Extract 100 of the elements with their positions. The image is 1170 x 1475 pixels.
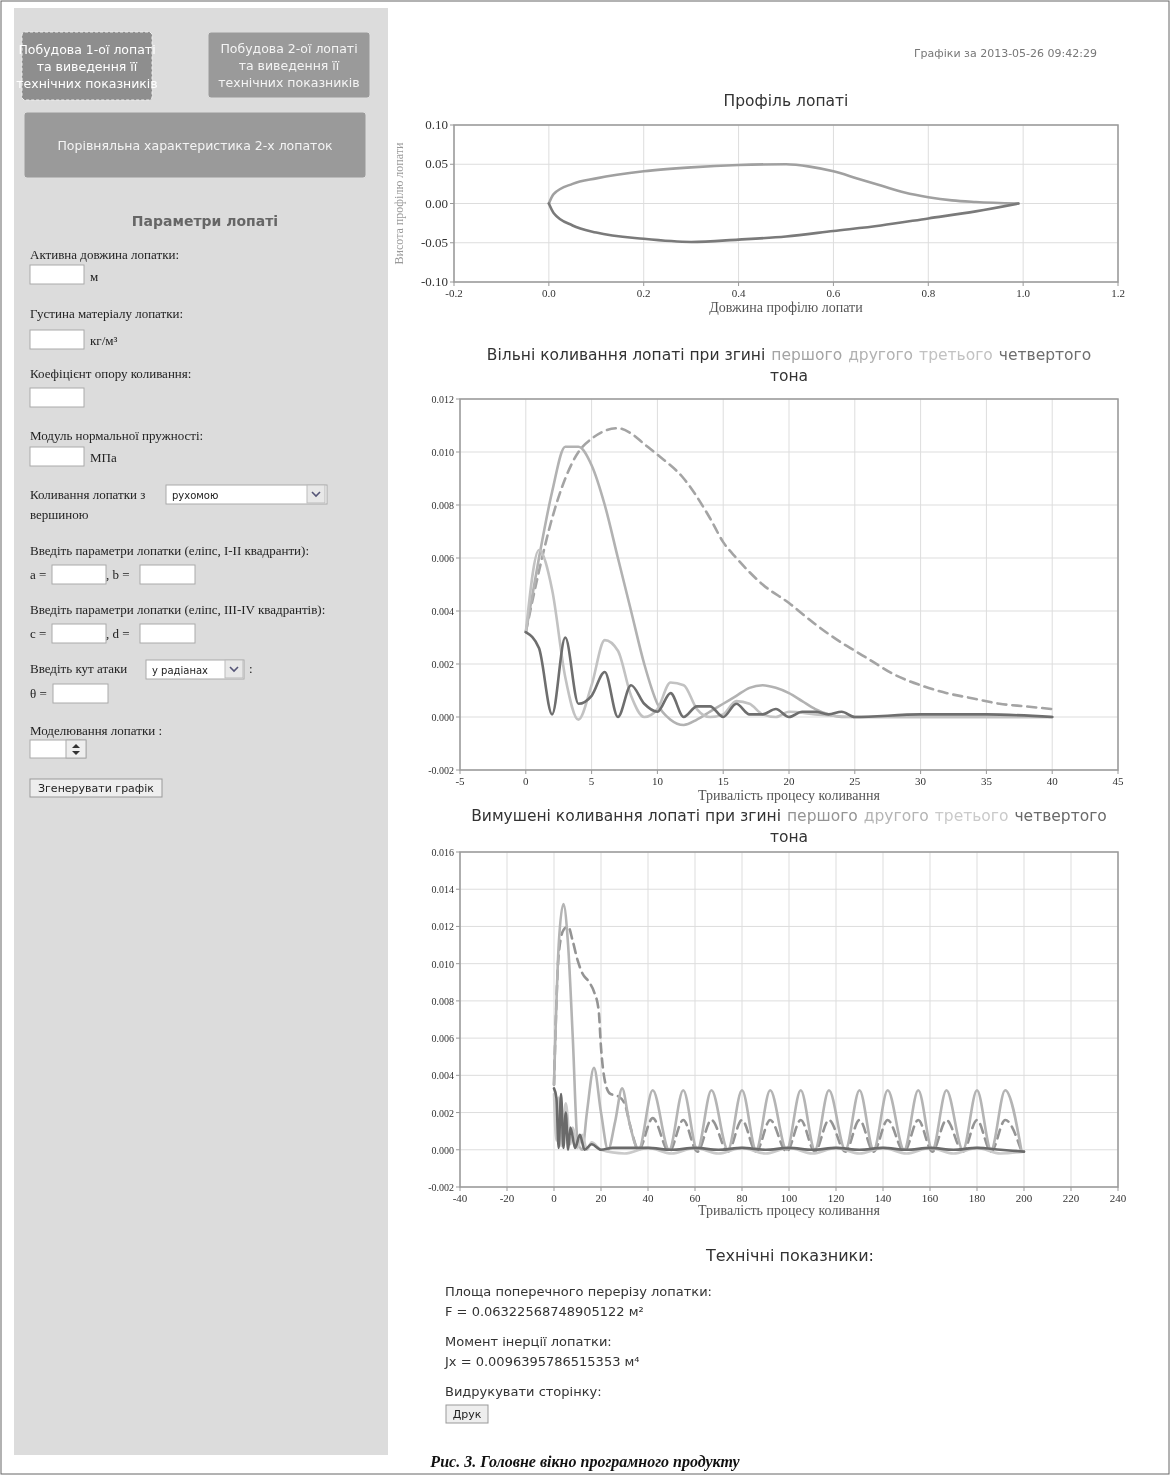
y-tick-label: 0.008 [431, 500, 454, 511]
x-tick-label: 5 [588, 775, 595, 787]
y-tick-label: 0.012 [431, 921, 454, 933]
x-tick-label: 0.6 [826, 287, 841, 299]
x-tick-label: -20 [499, 1192, 515, 1204]
text: четвертого [998, 346, 1092, 364]
x-tick-label: 0 [551, 1192, 558, 1204]
x-tick-label: 220 [1062, 1192, 1080, 1204]
x-tick-label: 1.2 [1111, 287, 1125, 299]
text: Видрукувати сторінку: [445, 1384, 602, 1399]
text: Коливання лопатки з [30, 487, 146, 502]
x-tick-label: 120 [827, 1192, 845, 1204]
y-tick-label: 0.004 [431, 606, 454, 617]
text: першого [771, 346, 843, 364]
x-tick-label: 200 [1015, 1192, 1033, 1204]
text: Активна довжина лопатки: [30, 247, 180, 262]
text: Порівняльна характеристика 2-х лопаток [57, 138, 334, 153]
x-tick-label: 240 [1109, 1192, 1127, 1204]
text: Введіть параметри лопатки (еліпс, I-II квадранти): [30, 543, 310, 558]
x-tick-label: 0 [523, 775, 530, 787]
y-tick-label: 0.002 [431, 1107, 454, 1119]
y-tick-label: 0.006 [431, 553, 454, 564]
x-tick-label: 80 [736, 1192, 748, 1204]
text: Введіть кут атаки [30, 661, 128, 676]
text: Моделювання лопатки : [30, 723, 163, 738]
text: Згенерувати графік [38, 782, 155, 795]
y-tick-label: 0.05 [425, 156, 448, 172]
y-tick-label: 0.000 [431, 712, 454, 723]
text: у радіанах [152, 665, 209, 676]
x-tick-label: 20 [595, 1192, 607, 1204]
y-tick-label: -0.05 [420, 234, 448, 250]
x-axis-title: Довжина профілю лопати [709, 300, 864, 315]
y-tick-label: 0.00 [425, 195, 448, 211]
y-tick-label: 0.004 [431, 1070, 454, 1082]
x-tick-label: 35 [980, 775, 993, 787]
x-tick-label: 1.0 [1016, 287, 1031, 299]
x-tick-label: -40 [452, 1192, 468, 1204]
text: Момент інерції лопатки: [445, 1334, 612, 1349]
text: четвертого [1014, 807, 1107, 825]
x-tick-label: 0.4 [731, 287, 746, 299]
text: c = [30, 626, 47, 641]
y-tick-label: 0.000 [431, 1144, 454, 1156]
text: Графіки за 2013-05-26 09:42:29 [913, 47, 1097, 60]
x-tick-label: 40 [1046, 775, 1059, 787]
text: третього [919, 346, 993, 364]
x-tick-label: 0.2 [636, 287, 651, 299]
x-tick-label: 0.8 [921, 287, 936, 299]
text: другого [848, 346, 914, 364]
text: F = 0.06322568748905122 м² [445, 1304, 644, 1319]
x-tick-label: 40 [642, 1192, 654, 1204]
x-tick-label: 60 [689, 1192, 701, 1204]
text: МПа [90, 450, 117, 465]
text: Густина матеріалу лопатки: [30, 306, 184, 321]
x-tick-label: 20 [783, 775, 795, 787]
x-tick-label: 180 [968, 1192, 986, 1204]
chart-title: Вільні коливання лопаті при згині [486, 346, 766, 364]
text: рухомою [172, 490, 219, 501]
x-tick-label: -5 [455, 775, 466, 787]
y-tick-label: 0.006 [431, 1033, 454, 1045]
text: : [249, 661, 253, 676]
text: першого [786, 807, 858, 825]
x-tick-label: 30 [915, 775, 927, 787]
x-tick-label: 140 [874, 1192, 892, 1204]
x-tick-label: 0.0 [541, 287, 557, 299]
y-tick-label: 0.016 [431, 847, 454, 858]
x-axis-title: Тривалість процесу коливання [698, 1203, 881, 1218]
text: тона [769, 367, 809, 385]
text: Побудова 2-ої лопаті та виведення її технічних показників [218, 41, 360, 90]
text: Jx = 0.0096395786515353 м⁴ [444, 1354, 640, 1369]
y-tick-label: 0.010 [431, 958, 454, 970]
x-tick-label: 45 [1112, 775, 1124, 787]
x-tick-label: 25 [849, 775, 861, 787]
text: Параметри лопаті [131, 213, 279, 229]
text: тона [769, 828, 809, 846]
x-tick-label: 15 [717, 775, 730, 787]
y-tick-label: 0.002 [431, 659, 454, 670]
y-tick-label: 0.010 [431, 447, 454, 458]
x-axis-title: Тривалість процесу коливання [698, 788, 881, 803]
text: Технічні показники: [705, 1246, 874, 1265]
text: вершиною [30, 507, 89, 522]
text: a = [30, 567, 47, 582]
text: Введіть параметри лопатки (еліпс, III-IV квадрантів): [30, 602, 326, 617]
text: Коефіцієнт опору коливання: [30, 366, 192, 381]
text: , d = [106, 626, 130, 641]
y-axis-title: Висота профілю лопати [392, 141, 406, 265]
y-tick-label: -0.10 [420, 274, 448, 289]
text: другого [863, 807, 929, 825]
text: кг/м³ [90, 333, 118, 348]
x-tick-label: 160 [921, 1192, 939, 1204]
x-tick-label: 10 [651, 775, 664, 787]
y-tick-label: 0.012 [431, 394, 454, 405]
x-tick-label: -0.2 [445, 287, 463, 299]
text: Друк [452, 1408, 482, 1421]
text: , b = [106, 567, 130, 582]
y-tick-label: -0.002 [428, 1182, 454, 1193]
chart-title: Профіль лопаті [723, 92, 849, 110]
text: м [90, 269, 99, 284]
text: Рис. 3. Головне вікно програмного продукту [429, 1453, 741, 1471]
text: Площа поперечного перерізу лопатки: [445, 1284, 712, 1299]
chart-title: Вимушені коливання лопаті при згині [471, 807, 781, 825]
